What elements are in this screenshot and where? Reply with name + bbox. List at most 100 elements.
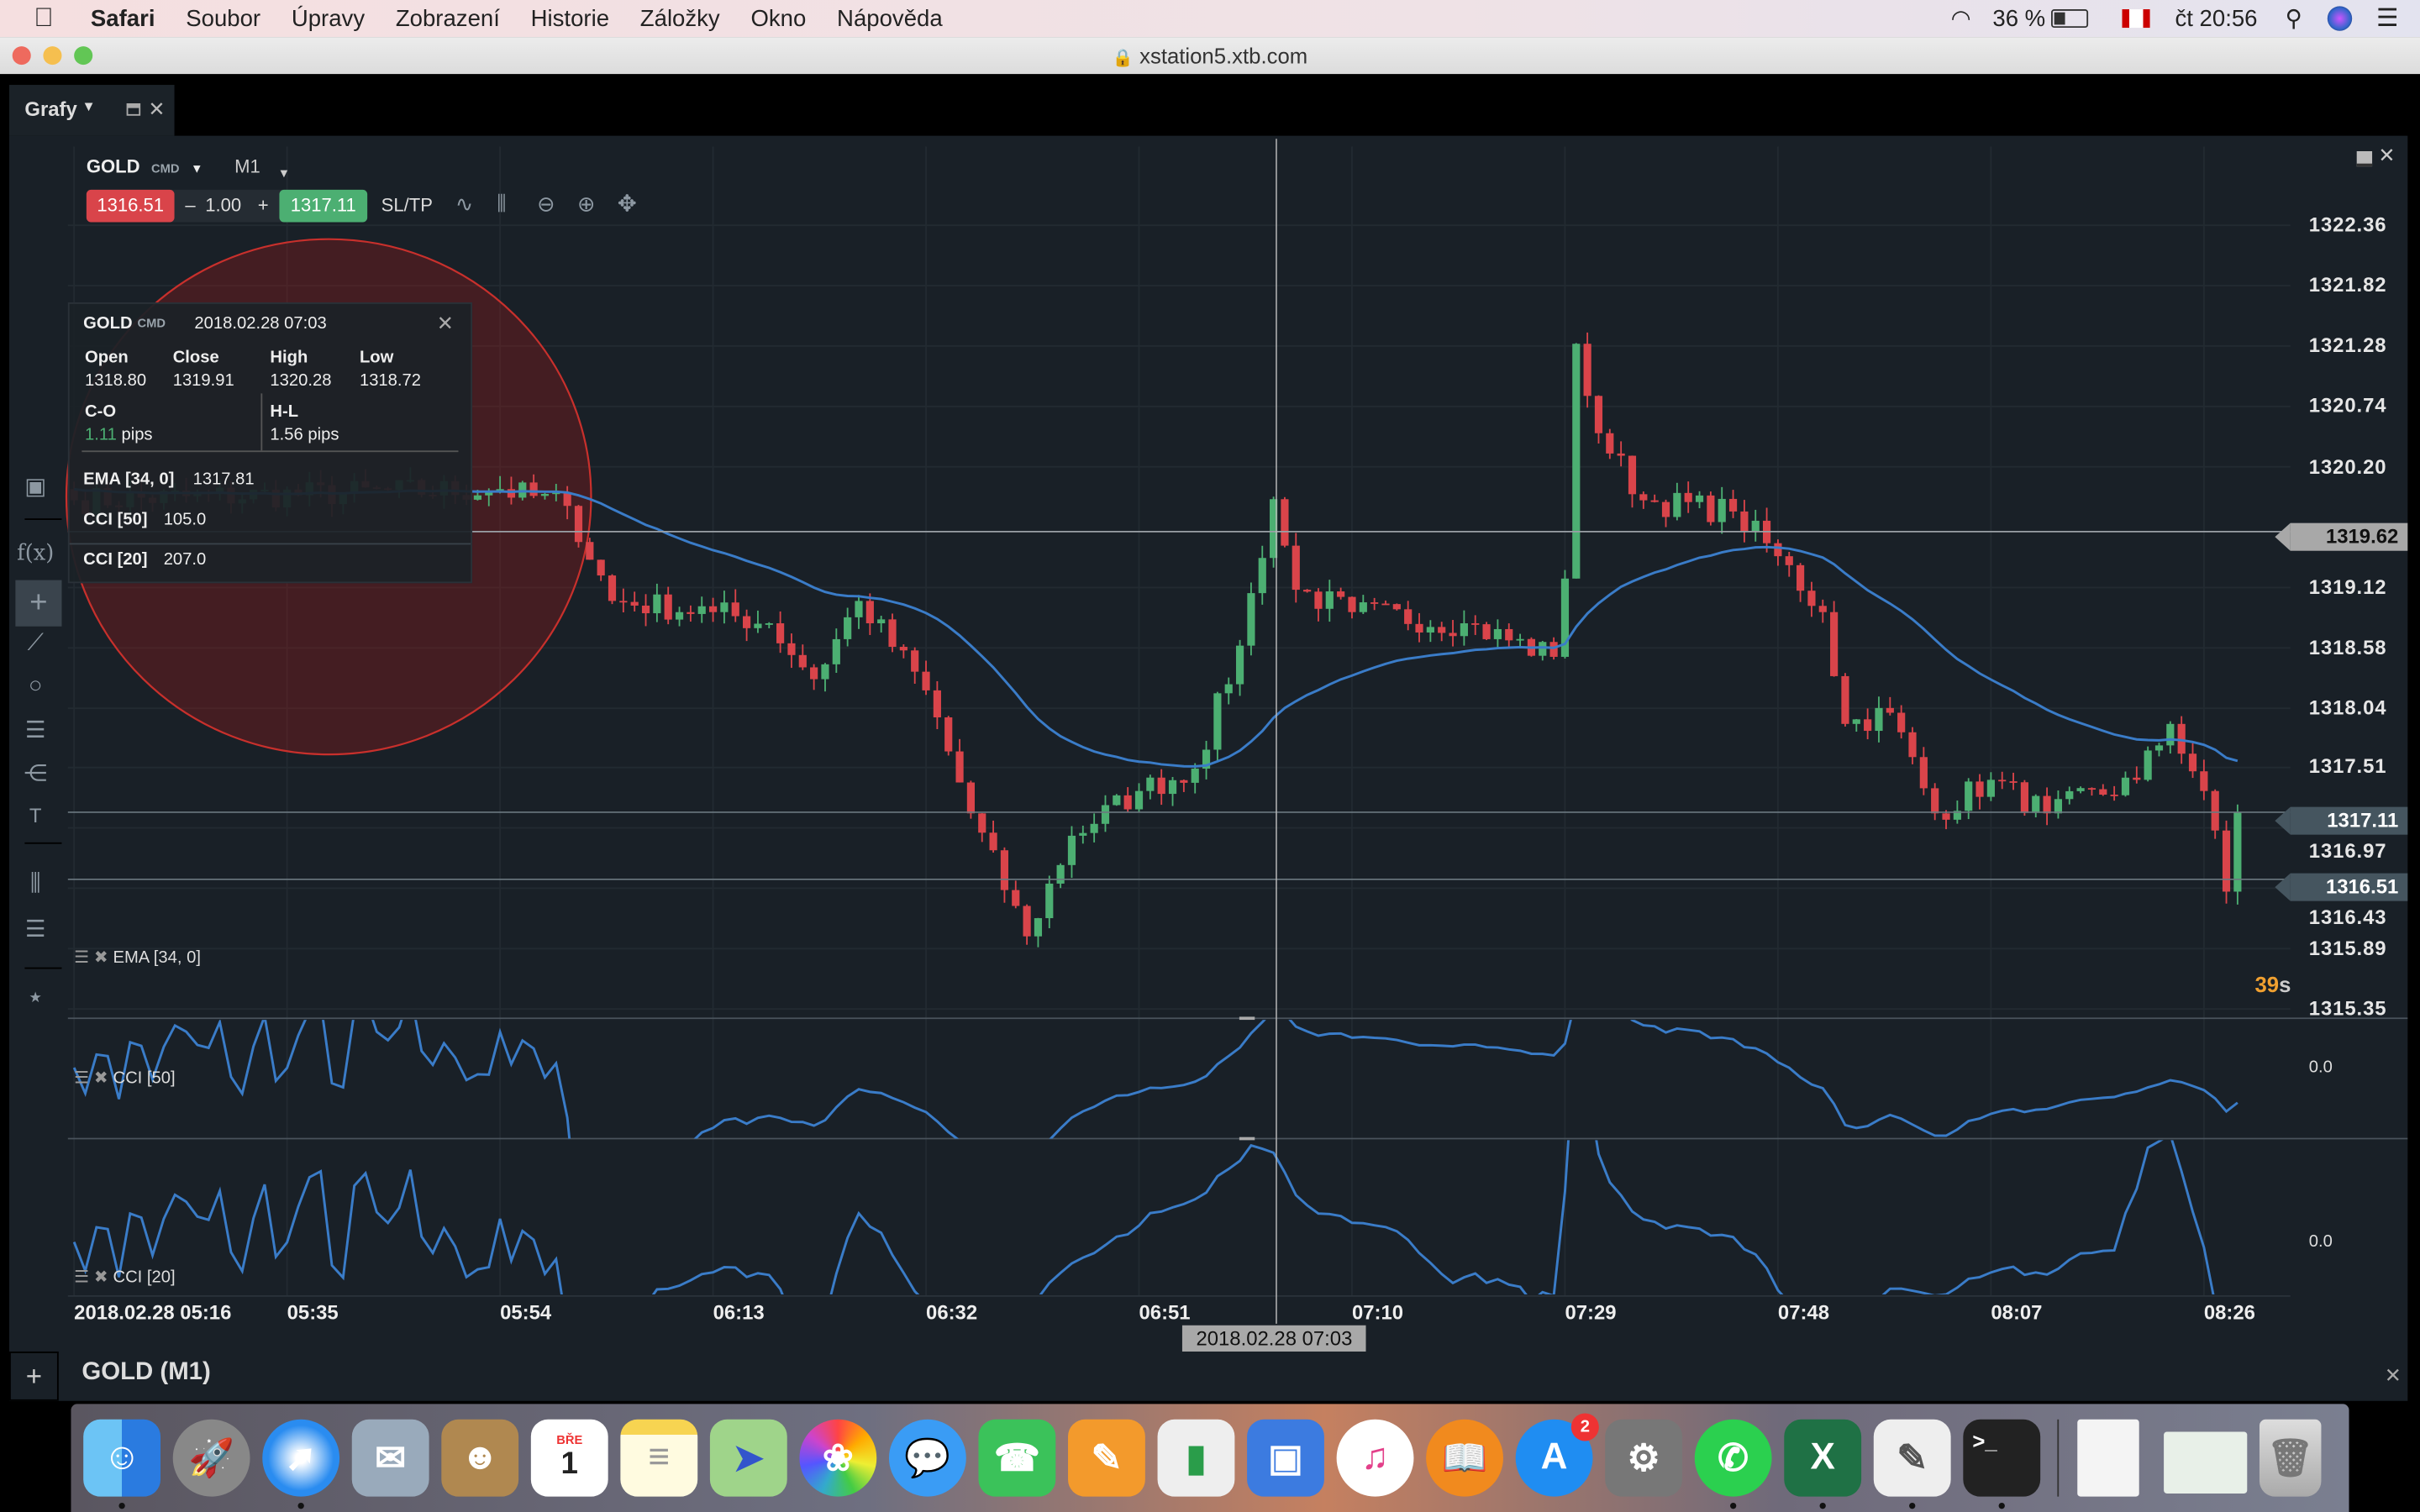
timeframe-selector[interactable]: M1 ▼ [234,156,291,181]
menu-soubor[interactable]: Soubor [166,5,260,32]
indicators-fx-icon[interactable]: f(x) [17,541,55,567]
chart-layout-icon[interactable]: ▣ [24,473,47,501]
share-icon[interactable]: ⭑ [29,984,42,1011]
candle-down [1583,344,1591,396]
candle-up [2121,777,2130,795]
dock-trash[interactable]: 🗑 [2259,1419,2322,1497]
candle-down [641,605,650,614]
text-tool-icon[interactable]: T [29,803,42,827]
volume-decrease-button[interactable]: – [185,194,196,217]
indicator-menu-icon[interactable]: ☰ [74,1268,90,1287]
volume-input[interactable]: 1.00 [205,194,242,217]
ellipse-tool-icon[interactable]: ○ [28,672,43,700]
zoom-out-icon[interactable]: ⊖ [537,191,555,217]
line-chart-icon[interactable]: ∿ [455,191,474,217]
apple-icon[interactable]:  [0,3,69,34]
crosshair-tool-icon[interactable]: + [15,580,62,627]
battery-icon[interactable] [2051,9,2089,29]
instrument-selector[interactable]: GOLD CMD ▼ [87,156,203,178]
dock-photos[interactable]: ❀ [799,1419,877,1497]
dock-numbers[interactable]: ▮ [1157,1419,1235,1497]
close-tooltip-icon[interactable]: ✕ [436,312,454,335]
pan-icon[interactable]: ✥ [617,191,637,218]
spotlight-search-icon[interactable]: ⚲ [2285,6,2302,33]
remove-indicator-icon[interactable]: ✖ [93,1068,108,1088]
close-chart-icon[interactable]: ✕ [2378,143,2396,167]
candle-down [1471,623,1480,625]
close-panel-icon[interactable]: ✕ [2384,1363,2402,1388]
menu-okno[interactable]: Okno [731,5,806,32]
sltp-button[interactable]: SL/TP [381,194,433,217]
dock-keynote[interactable]: ▣ [1247,1419,1324,1497]
siri-icon[interactable] [2327,6,2352,31]
indicator-menu-icon[interactable]: ☰ [74,948,90,968]
chevron-down-icon[interactable]: ▼ [82,98,96,114]
candle-down [2188,753,2197,772]
buy-button[interactable]: 1317.11 [279,189,368,223]
dock-whatsapp[interactable]: ✆ [1694,1419,1772,1497]
volume-increase-button[interactable]: + [257,194,269,217]
menu-napoveda[interactable]: Nápověda [817,5,943,32]
remove-indicator-icon[interactable]: ✖ [93,948,108,968]
dock-terminal[interactable]: >_ [1963,1419,2041,1497]
fibonacci-tool-icon[interactable]: ☰ [24,717,46,744]
dock-calendar[interactable]: BŘE 1 [530,1419,608,1497]
clock[interactable]: čt 20:56 [2175,5,2258,32]
layers-icon[interactable]: ☰ [24,916,46,943]
dock-messages[interactable]: 💬 [888,1419,966,1497]
trendline-tool-icon[interactable]: ⟋ [27,629,44,656]
indicator-legend-ema[interactable]: ☰ ✖ EMA [34, 0] [74,948,201,968]
sell-button[interactable]: 1316.51 [86,189,175,223]
indicator-legend-cci20[interactable]: ☰ ✖ CCI [20] [74,1267,175,1287]
dock-spreadsheet[interactable] [2164,1431,2248,1494]
dock-ibooks[interactable]: 📖 [1426,1419,1503,1497]
candle-down [1438,627,1446,633]
menu-zobrazeni[interactable]: Zobrazení [376,5,500,32]
dock-facetime[interactable]: ☎ [978,1419,1056,1497]
maximize-icon[interactable] [126,103,141,116]
address-bar[interactable]: 🔒 xstation5.xtb.com [0,43,2420,67]
minimize-chart-icon[interactable] [2356,151,2373,167]
dock-pages[interactable]: ✎ [1068,1419,1145,1497]
menu-zalozky[interactable]: Záložky [620,5,720,32]
candle-up [832,638,840,664]
chart-type-icon[interactable]: ⫼ [29,869,41,897]
candle-down [664,594,672,620]
dock-safari[interactable]: ➚ [262,1419,340,1497]
canada-flag-icon[interactable] [2123,9,2151,29]
remove-indicator-icon[interactable]: ✖ [93,1268,108,1287]
dock-itunes[interactable]: ♫ [1336,1419,1414,1497]
menu-safari[interactable]: Safari [71,5,155,32]
zoom-in-icon[interactable]: ⊕ [576,191,596,217]
candle-down [1180,780,1188,783]
indicator-menu-icon[interactable]: ☰ [74,1068,90,1088]
notification-center-icon[interactable]: ☰ [2375,6,2399,33]
candle-up [765,623,773,625]
chevron-down-icon[interactable]: ▼ [190,161,203,176]
menu-historie[interactable]: Historie [511,5,609,32]
pitchfork-tool-icon[interactable]: ⋲ [24,760,48,787]
chevron-down-icon[interactable]: ▼ [277,166,291,181]
dock-finder[interactable]: ☺ [83,1419,161,1497]
minimize-window-button[interactable] [43,46,62,66]
close-icon[interactable]: ✕ [148,97,166,121]
dock-excel[interactable]: X [1784,1419,1862,1497]
dock-notes[interactable]: ≡ [620,1419,698,1497]
dock-contacts[interactable]: ☻ [441,1419,519,1497]
dock-document[interactable] [2077,1419,2139,1497]
add-panel-button[interactable]: + [9,1351,59,1401]
dock-mail[interactable]: ✉ [351,1419,429,1497]
candlestick-type-icon[interactable]: ⫼ [497,191,507,215]
dock-textedit[interactable]: ✎ [1873,1419,1951,1497]
dock-maps[interactable]: ➤ [709,1419,787,1497]
wifi-icon[interactable]: ◠ [1950,6,1971,33]
close-window-button[interactable] [12,46,31,66]
dock-launchpad[interactable]: 🚀 [172,1419,250,1497]
menu-upravy[interactable]: Úpravy [271,5,365,32]
indicator-legend-cci50[interactable]: ☰ ✖ CCI [50] [74,1068,175,1088]
zoom-window-button[interactable] [74,46,93,66]
tab-grafy[interactable]: Grafy ▼ ✕ [9,85,175,136]
dock-system-preferences[interactable]: ⚙ [1605,1419,1683,1497]
